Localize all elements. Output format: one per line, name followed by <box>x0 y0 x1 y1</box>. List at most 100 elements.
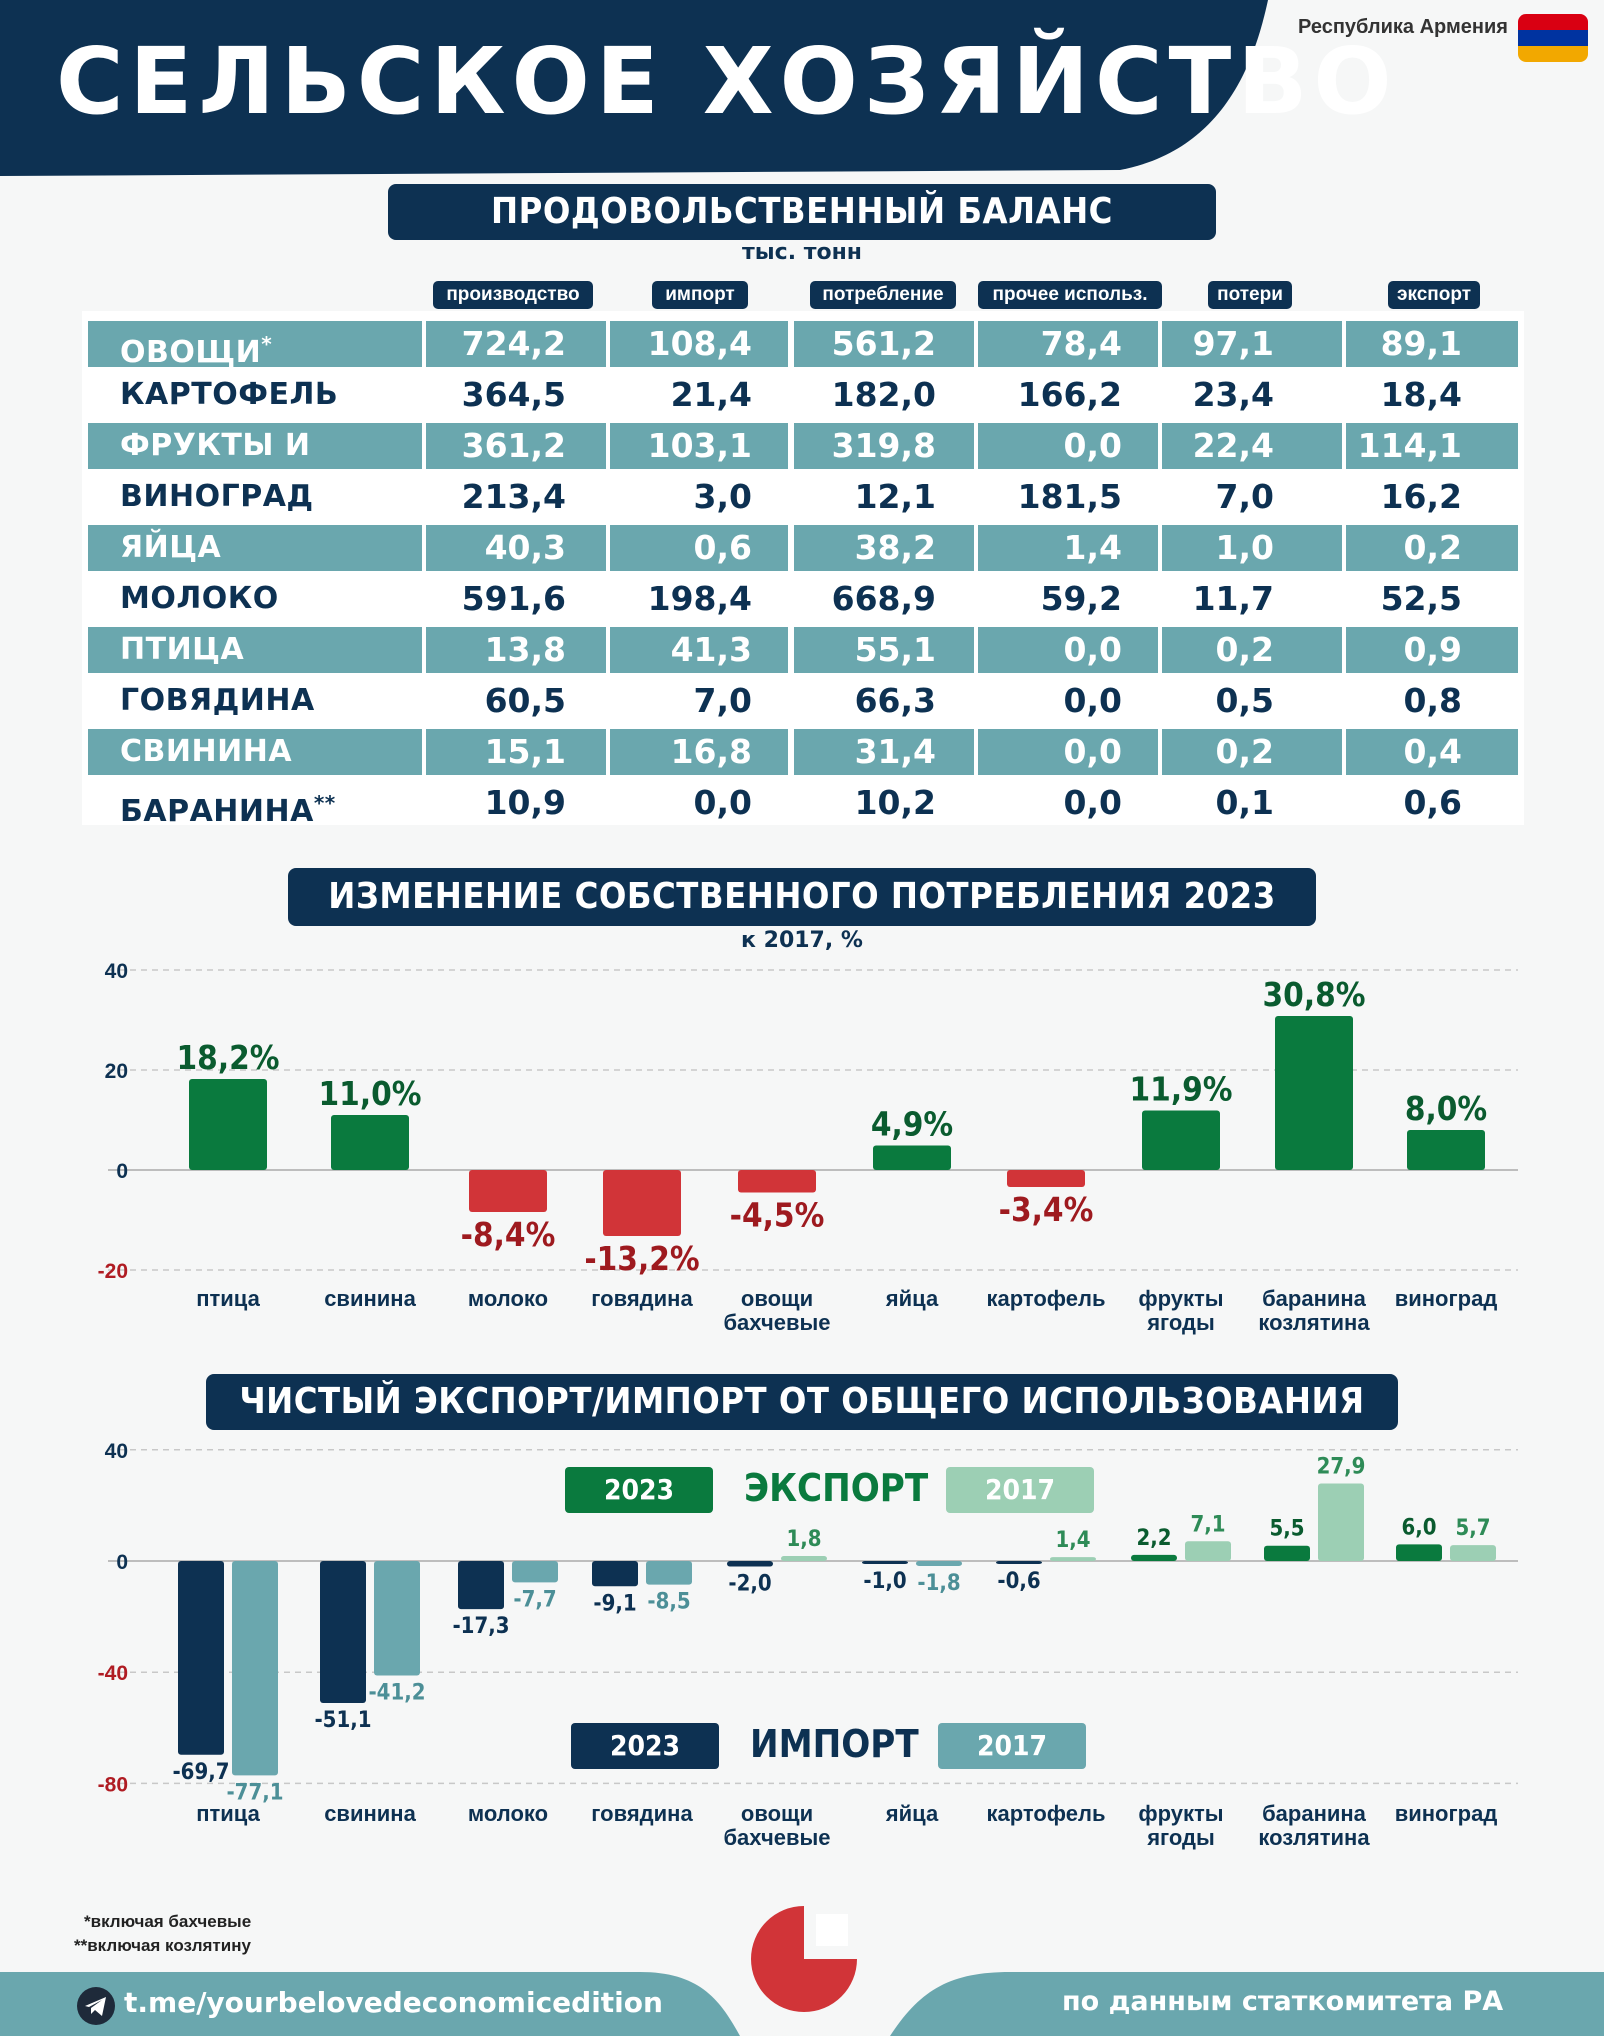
row-footnote-mark: ** <box>313 791 336 815</box>
table-row: КАРТОФЕЛЬ 364,5 21,4 182,0 166,2 23,4 18,4 <box>88 372 1518 418</box>
category-label: говядина <box>591 1801 693 1826</box>
row-label-text: ПТИЦА <box>120 632 245 667</box>
table-row: СВИНИНА 15,1 16,8 31,4 0,0 0,2 0,4 <box>88 729 1518 775</box>
table-cell: 18,4 <box>1380 375 1462 414</box>
row-label: БАРАНИНА** <box>88 780 422 829</box>
bar <box>189 1079 267 1170</box>
data-label: -17,3 <box>452 1614 509 1639</box>
table-cell: 0,4 <box>1346 729 1518 775</box>
y-tick-label: -20 <box>98 1260 128 1283</box>
category-label: виноград <box>1395 1286 1498 1311</box>
footer-bar <box>0 1972 1604 2036</box>
category-label: козлятина <box>1258 1310 1370 1335</box>
data-label: 7,1 <box>1190 1512 1225 1537</box>
row-label-text: БАРАНИНА <box>120 794 314 829</box>
page-title: СЕЛЬСКОЕ ХОЗЯЙСТВО <box>56 28 1398 135</box>
table-cell: 22,4 <box>1162 423 1342 469</box>
table-row: ВИНОГРАД 213,4 3,0 12,1 181,5 7,0 16,2 <box>88 474 1518 520</box>
table-cell: 103,1 <box>610 423 790 469</box>
row-label-text: СВИНИНА <box>120 734 293 769</box>
category-label: баранина <box>1262 1801 1367 1826</box>
data-label: 4,9% <box>871 1105 953 1144</box>
consumption-title: ИЗМЕНЕНИЕ СОБСТВЕННОГО ПОТРЕБЛЕНИЯ 2023 <box>288 868 1316 926</box>
row-label-text: ОВОЩИ <box>120 335 262 370</box>
table-cell: 59,2 <box>1040 579 1122 618</box>
row-label: ФРУКТЫ И ЯГОДЫ <box>88 423 422 509</box>
table-row: ЯЙЦА 40,3 0,6 38,2 1,4 1,0 0,2 <box>88 525 1518 571</box>
table-cell: 198,4 <box>647 579 752 618</box>
data-label: 5,7 <box>1455 1516 1490 1541</box>
legend-export-label: ЭКСПОРТ <box>744 1466 929 1510</box>
bar <box>1007 1170 1085 1187</box>
table-cell: 0,6 <box>1403 783 1462 822</box>
table-cell: 0,2 <box>1162 729 1342 775</box>
table-cell: 97,1 <box>1162 321 1342 367</box>
bar <box>1050 1557 1096 1561</box>
table-cell: 7,0 <box>693 681 752 720</box>
table-cell: 0,2 <box>1346 525 1518 571</box>
row-label: ПТИЦА <box>88 627 422 673</box>
table-cell: 0,6 <box>610 525 790 571</box>
data-label: -2,0 <box>728 1572 771 1597</box>
armenia-flag-icon <box>1518 14 1588 62</box>
table-cell: 13,8 <box>426 627 606 673</box>
bar <box>1185 1541 1231 1561</box>
table-cell: 561,2 <box>794 321 974 367</box>
table-cell: 0,8 <box>1403 681 1462 720</box>
data-label: 30,8% <box>1263 975 1366 1014</box>
telegram-icon[interactable] <box>76 1986 116 2026</box>
table-cell: 0,0 <box>1063 783 1122 822</box>
category-label: свинина <box>324 1801 416 1826</box>
table-cell: 60,5 <box>484 681 566 720</box>
row-footnote-mark: * <box>261 332 273 356</box>
balance-unit: тыс. тонн <box>742 240 862 265</box>
category-label: ягоды <box>1146 1310 1215 1335</box>
category-label: свинина <box>324 1286 416 1311</box>
bar <box>873 1145 951 1170</box>
table-cell: 52,5 <box>1380 579 1462 618</box>
bar <box>603 1170 681 1236</box>
table-cell: 11,7 <box>1192 579 1274 618</box>
table-cell: 0,0 <box>1063 681 1122 720</box>
table-cell: 0,0 <box>978 729 1158 775</box>
table-cell: 89,1 <box>1346 321 1518 367</box>
bar <box>1131 1554 1177 1561</box>
category-label: птица <box>196 1286 260 1311</box>
brand-logo-icon <box>751 1906 857 2012</box>
category-label: птица <box>196 1801 260 1826</box>
legend-import-2017: 2017 <box>938 1723 1086 1769</box>
table-cell: 15,1 <box>426 729 606 775</box>
category-label: козлятина <box>1258 1825 1370 1850</box>
category-label: картофель <box>986 1286 1105 1311</box>
table-cell: 21,4 <box>670 375 752 414</box>
data-label: 11,9% <box>1130 1070 1233 1109</box>
footnote-vegetables: *включая бахчевые <box>84 1912 252 1931</box>
data-label: 8,0% <box>1405 1089 1487 1128</box>
bar <box>1318 1483 1364 1561</box>
consumption-chart: 40 20 0 -20 18,2% птица 11,0% свинина -8,4% молок… <box>98 960 1518 1335</box>
bar <box>1396 1544 1442 1561</box>
legend-import-2023: 2023 <box>571 1723 719 1769</box>
data-label: -7,7 <box>513 1587 556 1612</box>
row-label-text: ВИНОГРАД <box>120 479 314 514</box>
header-banner <box>0 0 1268 176</box>
y-tick-label: 0 <box>116 1160 128 1183</box>
table-cell: 1,0 <box>1162 525 1342 571</box>
table-cell: 31,4 <box>794 729 974 775</box>
bar <box>331 1115 409 1170</box>
legend-import-label: ИМПОРТ <box>750 1722 919 1766</box>
table-cell: 16,2 <box>1380 477 1462 516</box>
telegram-link[interactable]: t.me/yourbelovedeconomicedition <box>124 1986 663 2019</box>
y-tick-label: 40 <box>105 960 128 983</box>
data-label: 6,0 <box>1401 1515 1436 1540</box>
table-row: ОВОЩИ* 724,2 108,4 561,2 78,4 97,1 89,1 <box>88 321 1518 370</box>
table-row: ПТИЦА 13,8 41,3 55,1 0,0 0,2 0,9 <box>88 627 1518 673</box>
table-cell: 38,2 <box>794 525 974 571</box>
bar <box>512 1561 558 1583</box>
bar <box>996 1561 1042 1564</box>
bar <box>646 1561 692 1585</box>
bar <box>862 1561 908 1564</box>
row-label: СВИНИНА <box>88 729 422 775</box>
table-row: МОЛОКО 591,6 198,4 668,9 59,2 11,7 52,5 <box>88 576 1518 622</box>
row-label-text: КАРТОФЕЛЬ <box>120 377 339 412</box>
